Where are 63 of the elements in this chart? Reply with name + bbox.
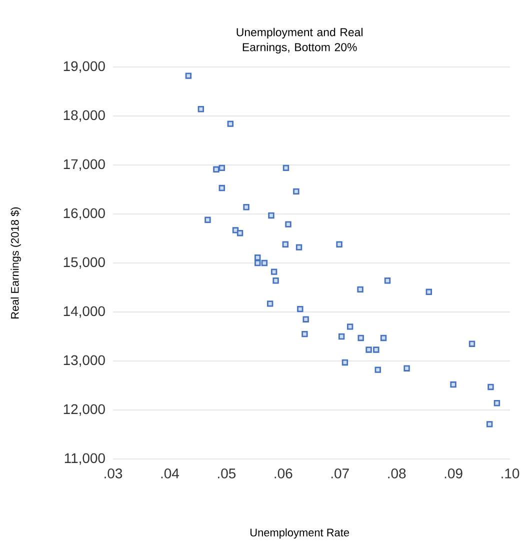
point xyxy=(296,244,302,250)
point xyxy=(254,260,261,266)
point xyxy=(204,216,211,223)
point xyxy=(218,184,225,192)
x-tick-label: .05 xyxy=(218,468,236,478)
point xyxy=(236,230,244,236)
point xyxy=(336,241,342,248)
point xyxy=(404,365,410,372)
point xyxy=(366,346,372,353)
y-tick-label: 19,000 xyxy=(64,61,105,73)
y-axis-title: Real Earnings (2018 $) xyxy=(10,207,21,318)
point xyxy=(227,120,234,127)
point xyxy=(270,268,278,275)
point xyxy=(272,278,279,284)
point xyxy=(373,346,380,353)
y-tick-label: 18,000 xyxy=(64,110,105,122)
point xyxy=(213,166,220,173)
x-tick-label: .09 xyxy=(444,468,462,478)
point xyxy=(297,306,304,312)
x-tick-label: .03 xyxy=(104,468,122,478)
point xyxy=(293,188,300,195)
y-tick-label: 16,000 xyxy=(64,208,105,220)
y-tick-label: 17,000 xyxy=(64,159,105,171)
point xyxy=(494,400,500,406)
point xyxy=(261,260,268,266)
point xyxy=(488,384,494,390)
point xyxy=(185,72,192,79)
point xyxy=(374,366,381,373)
point xyxy=(468,340,476,347)
point xyxy=(268,212,274,219)
point xyxy=(450,381,456,388)
x-tick-label: .10 xyxy=(502,468,520,478)
point xyxy=(243,204,250,210)
point xyxy=(486,421,493,428)
x-tick-label: .04 xyxy=(161,468,179,478)
y-tick-label: 13,000 xyxy=(64,355,105,367)
point xyxy=(342,359,348,366)
point xyxy=(380,334,387,342)
x-tick-label: .07 xyxy=(331,468,349,478)
chart-title: Unemployment and Real Earnings, Bottom 20% xyxy=(236,28,362,54)
point xyxy=(357,286,364,293)
point xyxy=(302,330,308,338)
point xyxy=(282,164,290,172)
point xyxy=(198,106,204,112)
point xyxy=(358,334,364,342)
point xyxy=(232,227,239,234)
point xyxy=(384,278,391,284)
point xyxy=(282,241,289,248)
point xyxy=(267,300,274,307)
point xyxy=(254,254,261,261)
point xyxy=(346,324,354,330)
x-tick-label: .08 xyxy=(388,468,406,478)
x-tick-label: .06 xyxy=(274,468,292,478)
y-tick-label: 12,000 xyxy=(64,404,105,416)
point xyxy=(218,164,225,172)
y-tick-label: 15,000 xyxy=(64,257,105,269)
y-tick-label: 14,000 xyxy=(64,306,105,318)
x-axis-title: Unemployment Rate xyxy=(250,528,350,539)
y-tick-label: 11,000 xyxy=(64,453,105,465)
point xyxy=(426,288,432,296)
point xyxy=(338,333,345,340)
point xyxy=(302,316,309,322)
point xyxy=(285,221,292,228)
